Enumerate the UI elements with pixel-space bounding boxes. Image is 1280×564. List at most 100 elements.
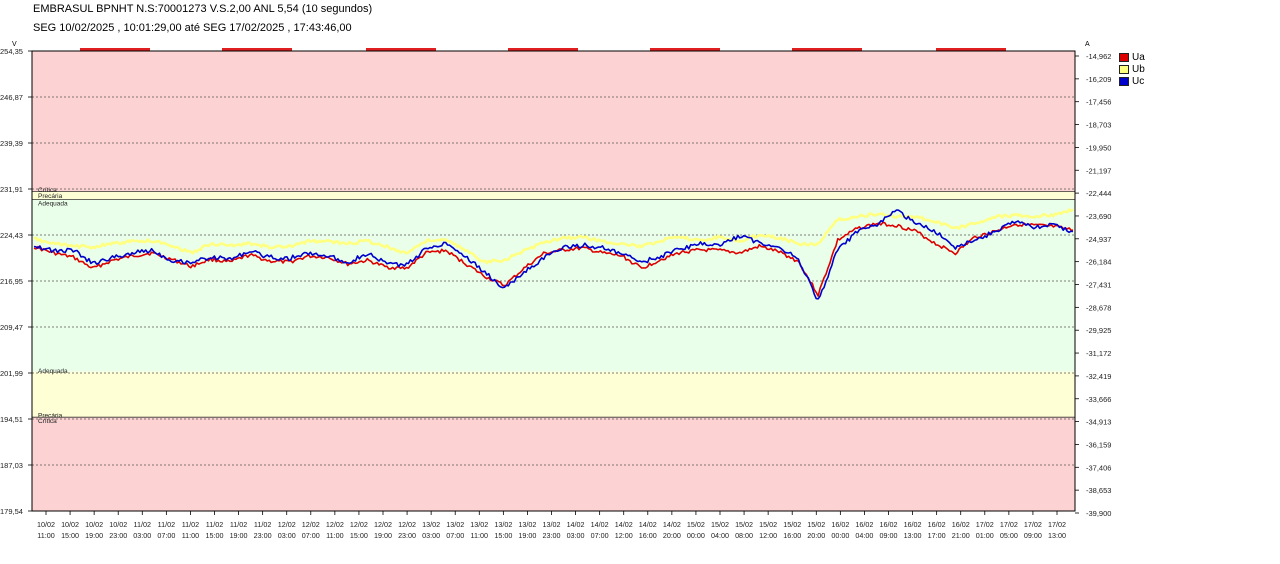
x-tick-date: 14/02: [639, 520, 657, 529]
y-tick-label-right: -38,653: [1086, 486, 1111, 495]
x-tick-date: 17/02: [1000, 520, 1018, 529]
zone-label: Crítica: [38, 187, 57, 194]
x-tick-date: 13/02: [422, 520, 440, 529]
x-tick-time: 21:00: [952, 531, 970, 540]
alarm-segment: [792, 48, 862, 51]
x-tick-date: 12/02: [398, 520, 416, 529]
x-tick-date: 15/02: [735, 520, 753, 529]
x-tick-date: 12/02: [302, 520, 320, 529]
zones-layer: CríticaPrecáriaAdequadaAdequadaPrecáriaC…: [32, 51, 1075, 511]
legend-item-ub[interactable]: Ub: [1119, 63, 1145, 75]
y-tick-label-right: -32,419: [1086, 372, 1111, 381]
x-tick-date: 17/02: [1024, 520, 1042, 529]
y-tick-label-right: -24,937: [1086, 235, 1111, 244]
x-tick-date: 12/02: [374, 520, 392, 529]
x-tick-time: 09:00: [1024, 531, 1042, 540]
y-tick-label-left: 239,39: [0, 139, 23, 148]
alarm-segment: [508, 48, 578, 51]
series-layer: [33, 208, 1074, 300]
zone-critical-0: [32, 51, 1075, 192]
x-tick-time: 15:00: [494, 531, 512, 540]
x-tick-time: 11:00: [326, 531, 343, 540]
x-tick-time: 12:00: [759, 531, 777, 540]
x-tick-time: 23:00: [109, 531, 127, 540]
x-tick-date: 11/02: [230, 520, 247, 529]
x-tick-time: 13:00: [1048, 531, 1066, 540]
x-tick-time: 07:00: [591, 531, 609, 540]
legend: Ua Ub Uc: [1119, 51, 1145, 87]
y-tick-label-right: -23,690: [1086, 212, 1111, 221]
y-tick-label-left: 254,35: [0, 47, 23, 56]
x-tick-time: 07:00: [157, 531, 175, 540]
y-tick-label-left: 194,51: [0, 415, 23, 424]
y-tick-label-right: -39,900: [1086, 509, 1111, 518]
x-tick-date: 16/02: [831, 520, 849, 529]
y-tick-label-right: -31,172: [1086, 349, 1111, 358]
x-tick-time: 15:00: [206, 531, 224, 540]
zone-label: Adequada: [38, 201, 68, 208]
x-tick-date: 16/02: [928, 520, 946, 529]
alarm-segment: [936, 48, 1006, 51]
x-tick-date: 11/02: [134, 520, 151, 529]
y-tick-label-right: -28,678: [1086, 303, 1111, 312]
x-tick-time: 13:00: [904, 531, 922, 540]
y-tick-label-right: -27,431: [1086, 281, 1111, 290]
zone-critical-5: [32, 417, 1075, 511]
x-tick-time: 15:00: [61, 531, 79, 540]
x-tick-date: 12/02: [326, 520, 344, 529]
left-axis-unit: V: [12, 41, 17, 48]
x-tick-time: 11:00: [37, 531, 54, 540]
legend-swatch-ua: [1119, 52, 1129, 62]
x-tick-date: 15/02: [711, 520, 729, 529]
y-tick-label-right: -19,950: [1086, 143, 1111, 152]
x-tick-time: 07:00: [302, 531, 320, 540]
legend-item-uc[interactable]: Uc: [1119, 75, 1145, 87]
legend-item-ua[interactable]: Ua: [1119, 51, 1145, 63]
x-tick-time: 16:00: [783, 531, 801, 540]
x-tick-time: 17:00: [928, 531, 946, 540]
x-tick-time: 19:00: [230, 531, 248, 540]
x-tick-time: 12:00: [615, 531, 633, 540]
y-tick-label-right: -18,703: [1086, 121, 1111, 130]
x-tick-date: 16/02: [880, 520, 898, 529]
alarm-segment: [650, 48, 720, 51]
x-tick-time: 05:00: [1000, 531, 1018, 540]
x-tick-date: 15/02: [807, 520, 825, 529]
x-tick-time: 09:00: [880, 531, 898, 540]
y-tick-label-right: -33,666: [1086, 395, 1111, 404]
legend-label-uc: Uc: [1132, 75, 1145, 87]
grid-layer: [32, 96, 1075, 466]
alarm-segment: [80, 48, 150, 51]
y-tick-label-left: 179,54: [0, 507, 23, 516]
x-tick-time: 11:00: [182, 531, 199, 540]
legend-label-ua: Ua: [1132, 51, 1145, 63]
x-tick-date: 13/02: [446, 520, 464, 529]
x-tick-time: 04:00: [855, 531, 873, 540]
y-tick-label-right: -37,406: [1086, 463, 1111, 472]
x-tick-date: 14/02: [615, 520, 633, 529]
x-tick-time: 00:00: [687, 531, 705, 540]
alarm-segment: [366, 48, 436, 51]
x-tick-time: 07:00: [446, 531, 464, 540]
x-tick-date: 14/02: [663, 520, 681, 529]
y-tick-label-left: 209,47: [0, 323, 23, 332]
x-tick-date: 13/02: [470, 520, 488, 529]
x-tick-date: 10/02: [109, 520, 127, 529]
x-tick-date: 16/02: [855, 520, 873, 529]
x-tick-date: 15/02: [687, 520, 705, 529]
zone-precarious-1: [32, 191, 1075, 200]
x-tick-time: 03:00: [567, 531, 585, 540]
legend-swatch-ub: [1119, 64, 1129, 74]
x-tick-date: 16/02: [904, 520, 922, 529]
x-tick-date: 15/02: [759, 520, 777, 529]
x-tick-date: 14/02: [591, 520, 609, 529]
x-tick-time: 20:00: [807, 531, 825, 540]
x-tick-time: 01:00: [976, 531, 994, 540]
x-tick-date: 11/02: [182, 520, 199, 529]
x-tick-time: 16:00: [639, 531, 657, 540]
y-tick-label-left: 216,95: [0, 277, 23, 286]
x-tick-time: 23:00: [543, 531, 561, 540]
x-tick-date: 14/02: [567, 520, 585, 529]
y-tick-label-right: -21,197: [1086, 166, 1111, 175]
